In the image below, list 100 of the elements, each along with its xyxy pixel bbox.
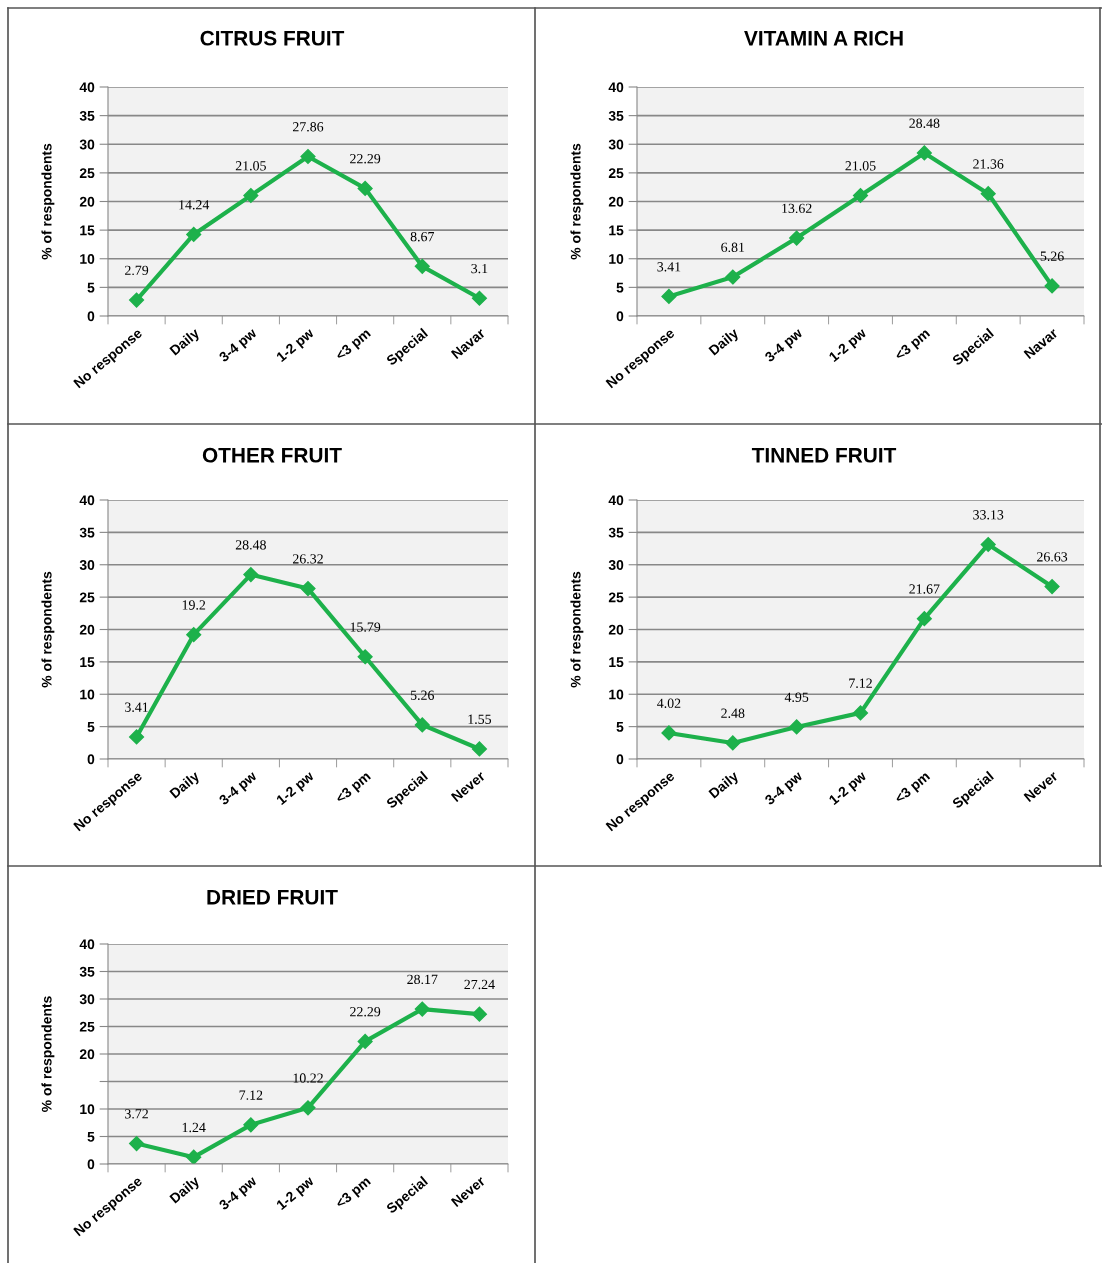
point xyxy=(471,290,487,306)
y-tick-label: 5 xyxy=(87,282,95,293)
x-tick-label: <3 pm xyxy=(893,327,933,363)
y-tick-label: 25 xyxy=(79,1021,95,1032)
y-tick-label: 40 xyxy=(79,939,95,950)
y-tick-label: 25 xyxy=(608,592,624,603)
data-label: 5.26 xyxy=(410,690,435,700)
y-axis-title: % of respondents xyxy=(41,996,55,1112)
point xyxy=(916,145,932,161)
data-label: 21.36 xyxy=(973,159,1004,169)
y-tick-label: 40 xyxy=(608,495,624,506)
y-tick-label: 5 xyxy=(87,722,95,732)
y-tick-label: 0 xyxy=(87,754,95,765)
point xyxy=(725,735,741,751)
y-axis-title: % of respondents xyxy=(570,143,584,260)
point xyxy=(243,567,259,583)
point xyxy=(186,1149,202,1164)
y-tick-label: 35 xyxy=(79,527,95,538)
x-tick-label: <3 pm xyxy=(893,770,933,806)
y-tick-label: 20 xyxy=(79,624,95,635)
x-tick-label: 3-4 pw xyxy=(764,770,805,808)
point xyxy=(852,705,869,721)
point xyxy=(243,187,259,204)
data-label: 21.05 xyxy=(845,161,876,171)
chart-title: TINNED FRUIT xyxy=(751,448,897,463)
data-label: 15.79 xyxy=(350,622,381,632)
point xyxy=(725,269,741,285)
y-tick-label: 15 xyxy=(609,657,624,668)
y-tick-label: 0 xyxy=(616,754,624,765)
data-label: 13.62 xyxy=(782,203,812,214)
y-tick-label: 30 xyxy=(608,560,624,570)
data-label: 22.29 xyxy=(350,154,381,164)
point xyxy=(357,1033,373,1049)
x-tick-label: 3-4 pw xyxy=(218,770,260,808)
point xyxy=(357,649,373,665)
chart-title: OTHER FRUIT xyxy=(202,447,342,463)
point xyxy=(414,717,430,733)
data-label: 10.22 xyxy=(293,1073,323,1083)
data-label: 26.63 xyxy=(1037,552,1068,562)
data-label: 27.86 xyxy=(292,122,324,132)
y-tick-label: 30 xyxy=(79,139,95,150)
data-label: 4.95 xyxy=(784,692,809,702)
y-tick-label: 10 xyxy=(609,689,624,700)
data-label: 3.41 xyxy=(125,702,148,712)
point xyxy=(414,1001,430,1017)
y-tick-label: 0 xyxy=(87,1159,95,1170)
data-label: 3.1 xyxy=(471,263,488,274)
y-tick-label: 0 xyxy=(616,311,624,322)
x-tick-label: 3-4 pw xyxy=(218,1175,260,1213)
point xyxy=(1044,579,1060,595)
data-label: 2.48 xyxy=(721,708,745,718)
y-tick-label: 40 xyxy=(79,82,95,93)
point xyxy=(300,581,316,597)
y-tick-label: 10 xyxy=(80,1104,95,1115)
data-label: 22.29 xyxy=(350,1007,381,1017)
x-tick-label: <3 pm xyxy=(334,327,373,363)
chart-title: VITAMIN A RICH xyxy=(744,30,903,46)
data-label: 21.05 xyxy=(235,161,266,171)
x-tick-label: 1-2 pw xyxy=(275,327,317,365)
point xyxy=(300,148,316,165)
point xyxy=(243,1117,259,1133)
y-axis-title: % of respondents xyxy=(570,571,584,688)
point xyxy=(129,729,145,745)
y-tick-label: 25 xyxy=(79,592,95,603)
data-label: 1.55 xyxy=(468,714,492,724)
data-label: 28.48 xyxy=(235,540,266,550)
data-label: 7.12 xyxy=(239,1090,263,1100)
point xyxy=(661,725,677,741)
y-tick-label: 40 xyxy=(79,495,95,506)
data-label: 4.02 xyxy=(657,698,681,708)
data-label: 5.26 xyxy=(1040,251,1064,261)
y-tick-label: 20 xyxy=(79,1049,95,1060)
x-tick-label: 1-2 pw xyxy=(275,1175,317,1213)
point xyxy=(129,1135,145,1152)
x-tick-label: <3 pm xyxy=(334,1175,373,1211)
point xyxy=(789,230,805,246)
point xyxy=(471,741,487,757)
chart-title: DRIED FRUIT xyxy=(207,890,338,905)
point xyxy=(414,258,430,274)
y-tick-label: 10 xyxy=(609,254,624,264)
y-tick-label: 25 xyxy=(79,168,95,179)
x-tick-label: 3-4 pw xyxy=(764,327,805,365)
point xyxy=(300,1100,316,1116)
y-tick-label: 20 xyxy=(79,196,95,207)
data-label: 14.24 xyxy=(179,200,210,210)
x-tick-label: 3-4 pw xyxy=(218,327,260,365)
y-tick-label: 35 xyxy=(79,110,95,121)
x-tick-label: 1-2 pw xyxy=(275,770,317,808)
point xyxy=(916,611,932,627)
y-tick-label: 30 xyxy=(79,994,95,1005)
point xyxy=(980,536,996,553)
data-label: 28.48 xyxy=(909,118,940,128)
y-tick-label: 30 xyxy=(608,139,624,150)
y-tick-label: 5 xyxy=(87,1131,95,1142)
y-tick-label: 10 xyxy=(80,254,95,264)
data-label: 2.79 xyxy=(125,265,149,276)
y-tick-label: 15 xyxy=(609,225,624,236)
y-axis-title: % of respondents xyxy=(41,571,55,688)
x-tick-label: <3 pm xyxy=(334,770,373,806)
y-tick-label: 5 xyxy=(616,722,624,732)
